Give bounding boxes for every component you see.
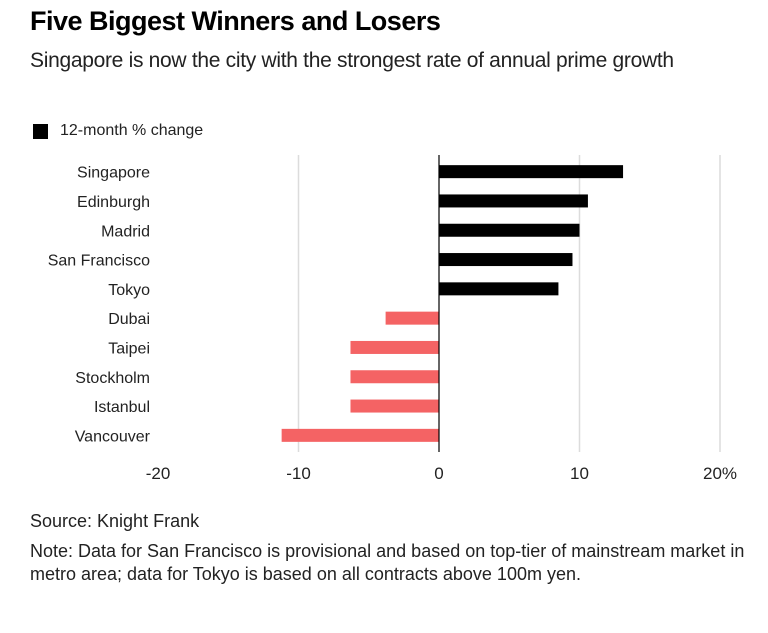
bar-istanbul [350,399,439,413]
bar-dubai [385,311,439,325]
category-label: Vancouver [75,428,151,445]
chart-subtitle: Singapore is now the city with the stron… [30,49,674,72]
x-tick-label: -20 [146,464,171,483]
bar-vancouver [281,428,439,442]
legend: 12-month % change [33,122,203,140]
category-label: Madrid [101,223,150,240]
category-label: Tokyo [108,282,150,299]
bar-san-francisco [439,253,573,267]
chart-title: Five Biggest Winners and Losers [30,6,441,36]
x-tick-label: -10 [286,464,311,483]
category-labels: Singapore Edinburgh Madrid San Francisco Tok… [48,165,151,446]
category-label: Taipei [108,340,150,357]
bar-taipei [350,340,439,354]
legend-label: 12-month % change [60,122,204,139]
x-tick-label: 10 [570,464,589,483]
category-label: Edinburgh [77,194,150,211]
footnote: Note: Data for San Francisco is provisio… [30,541,745,584]
bar-madrid [439,223,580,237]
category-label: Istanbul [94,399,150,416]
category-label: Dubai [108,311,150,328]
category-label: Singapore [77,165,150,182]
x-tick-label: 0 [434,464,443,483]
bar-chart: Singapore Edinburgh Madrid San Francisco Tok… [48,155,737,483]
x-tick-label: 20% [703,464,737,483]
category-label: San Francisco [48,253,150,270]
bar-singapore [439,165,624,179]
bar-edinburgh [439,194,588,208]
bar-tokyo [439,282,559,296]
x-tick-labels: -20 -10 0 10 20% [146,464,737,483]
source-note: Source: Knight Frank [30,511,200,531]
category-label: Stockholm [75,370,150,387]
bar-stockholm [350,370,439,384]
bars [281,165,624,442]
legend-swatch [33,123,48,139]
